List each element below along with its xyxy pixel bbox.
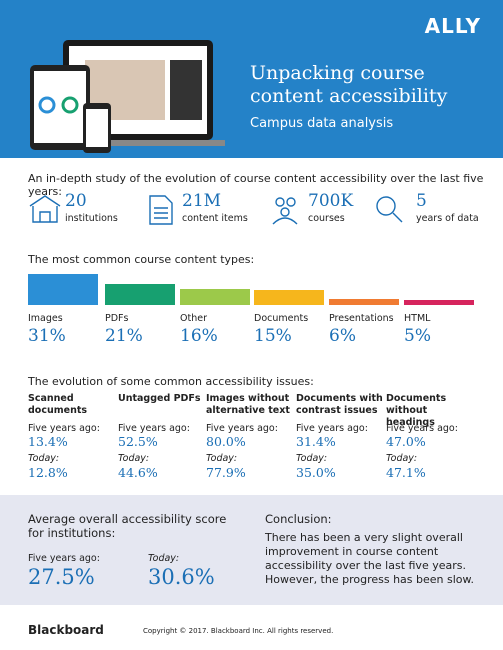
footer-brand: Blackboard bbox=[28, 623, 104, 637]
type-bar bbox=[254, 290, 324, 305]
types-heading: The most common course content types: bbox=[28, 253, 255, 266]
type-bar bbox=[28, 274, 98, 305]
issue-title: Images without alternative text bbox=[206, 393, 290, 416]
stat-number: 20 bbox=[65, 191, 87, 211]
before-value: 47.0% bbox=[386, 434, 426, 449]
score-after-label: Today: bbox=[148, 553, 180, 564]
type-label: Presentations bbox=[329, 313, 394, 324]
summary-box bbox=[0, 495, 503, 605]
after-value: 44.6% bbox=[118, 465, 158, 480]
type-label: PDFs bbox=[105, 313, 129, 324]
score-before: 27.5% bbox=[28, 565, 95, 589]
stat-number: 21M bbox=[182, 191, 222, 211]
type-label: HTML bbox=[404, 313, 431, 324]
conclusion-heading: Conclusion: bbox=[265, 512, 332, 526]
after-value: 12.8% bbox=[28, 465, 68, 480]
type-bar bbox=[329, 299, 399, 305]
type-percent: 15% bbox=[254, 326, 292, 346]
issues-heading: The evolution of some common accessibili… bbox=[28, 375, 314, 388]
after-label: Today: bbox=[118, 453, 150, 464]
issue-title: Scanned documents bbox=[28, 393, 88, 416]
before-label: Five years ago: bbox=[296, 423, 368, 434]
before-label: Five years ago: bbox=[206, 423, 278, 434]
after-value: 77.9% bbox=[206, 465, 246, 480]
title: Unpacking course content accessibility bbox=[250, 62, 448, 107]
intro: An in-depth study of the evolution of co… bbox=[28, 172, 484, 198]
score-before-label: Five years ago: bbox=[28, 553, 100, 564]
type-percent: 5% bbox=[404, 326, 431, 346]
stat-label: content items bbox=[182, 213, 248, 224]
subtitle: Campus data analysis bbox=[250, 116, 394, 131]
issue-title: Untagged PDFs bbox=[118, 393, 201, 404]
type-percent: 31% bbox=[28, 326, 66, 346]
type-label: Images bbox=[28, 313, 63, 324]
after-value: 35.0% bbox=[296, 465, 336, 480]
before-value: 13.4% bbox=[28, 434, 68, 449]
after-label: Today: bbox=[296, 453, 328, 464]
before-value: 52.5% bbox=[118, 434, 158, 449]
before-label: Five years ago: bbox=[386, 423, 458, 434]
type-percent: 21% bbox=[105, 326, 143, 346]
after-label: Today: bbox=[206, 453, 238, 464]
score-heading: Average overall accessibility score for … bbox=[28, 512, 227, 540]
devices-illustration bbox=[30, 40, 225, 153]
type-bar bbox=[180, 289, 250, 305]
type-label: Other bbox=[180, 313, 207, 324]
stat-number: 700K bbox=[308, 191, 354, 211]
conclusion-text: There has been a very slight overall imp… bbox=[265, 531, 475, 586]
type-bar bbox=[105, 284, 175, 305]
copyright: Copyright © 2017. Blackboard Inc. All ri… bbox=[143, 627, 334, 635]
before-label: Five years ago: bbox=[28, 423, 100, 434]
after-label: Today: bbox=[386, 453, 418, 464]
stat-label: years of data bbox=[416, 213, 479, 224]
logo: ALLY bbox=[424, 14, 481, 38]
issue-title: Documents without headings bbox=[386, 393, 447, 428]
score-after: 30.6% bbox=[148, 565, 215, 589]
before-value: 80.0% bbox=[206, 434, 246, 449]
type-percent: 16% bbox=[180, 326, 218, 346]
after-value: 47.1% bbox=[386, 465, 426, 480]
before-label: Five years ago: bbox=[118, 423, 190, 434]
stat-label: courses bbox=[308, 213, 345, 224]
stat-label: institutions bbox=[65, 213, 118, 224]
type-percent: 6% bbox=[329, 326, 356, 346]
issue-title: Documents with contrast issues bbox=[296, 393, 383, 416]
stat-icons bbox=[29, 195, 403, 225]
before-value: 31.4% bbox=[296, 434, 336, 449]
type-bar bbox=[404, 300, 474, 305]
after-label: Today: bbox=[28, 453, 60, 464]
stat-number: 5 bbox=[416, 191, 427, 211]
type-label: Documents bbox=[254, 313, 309, 324]
